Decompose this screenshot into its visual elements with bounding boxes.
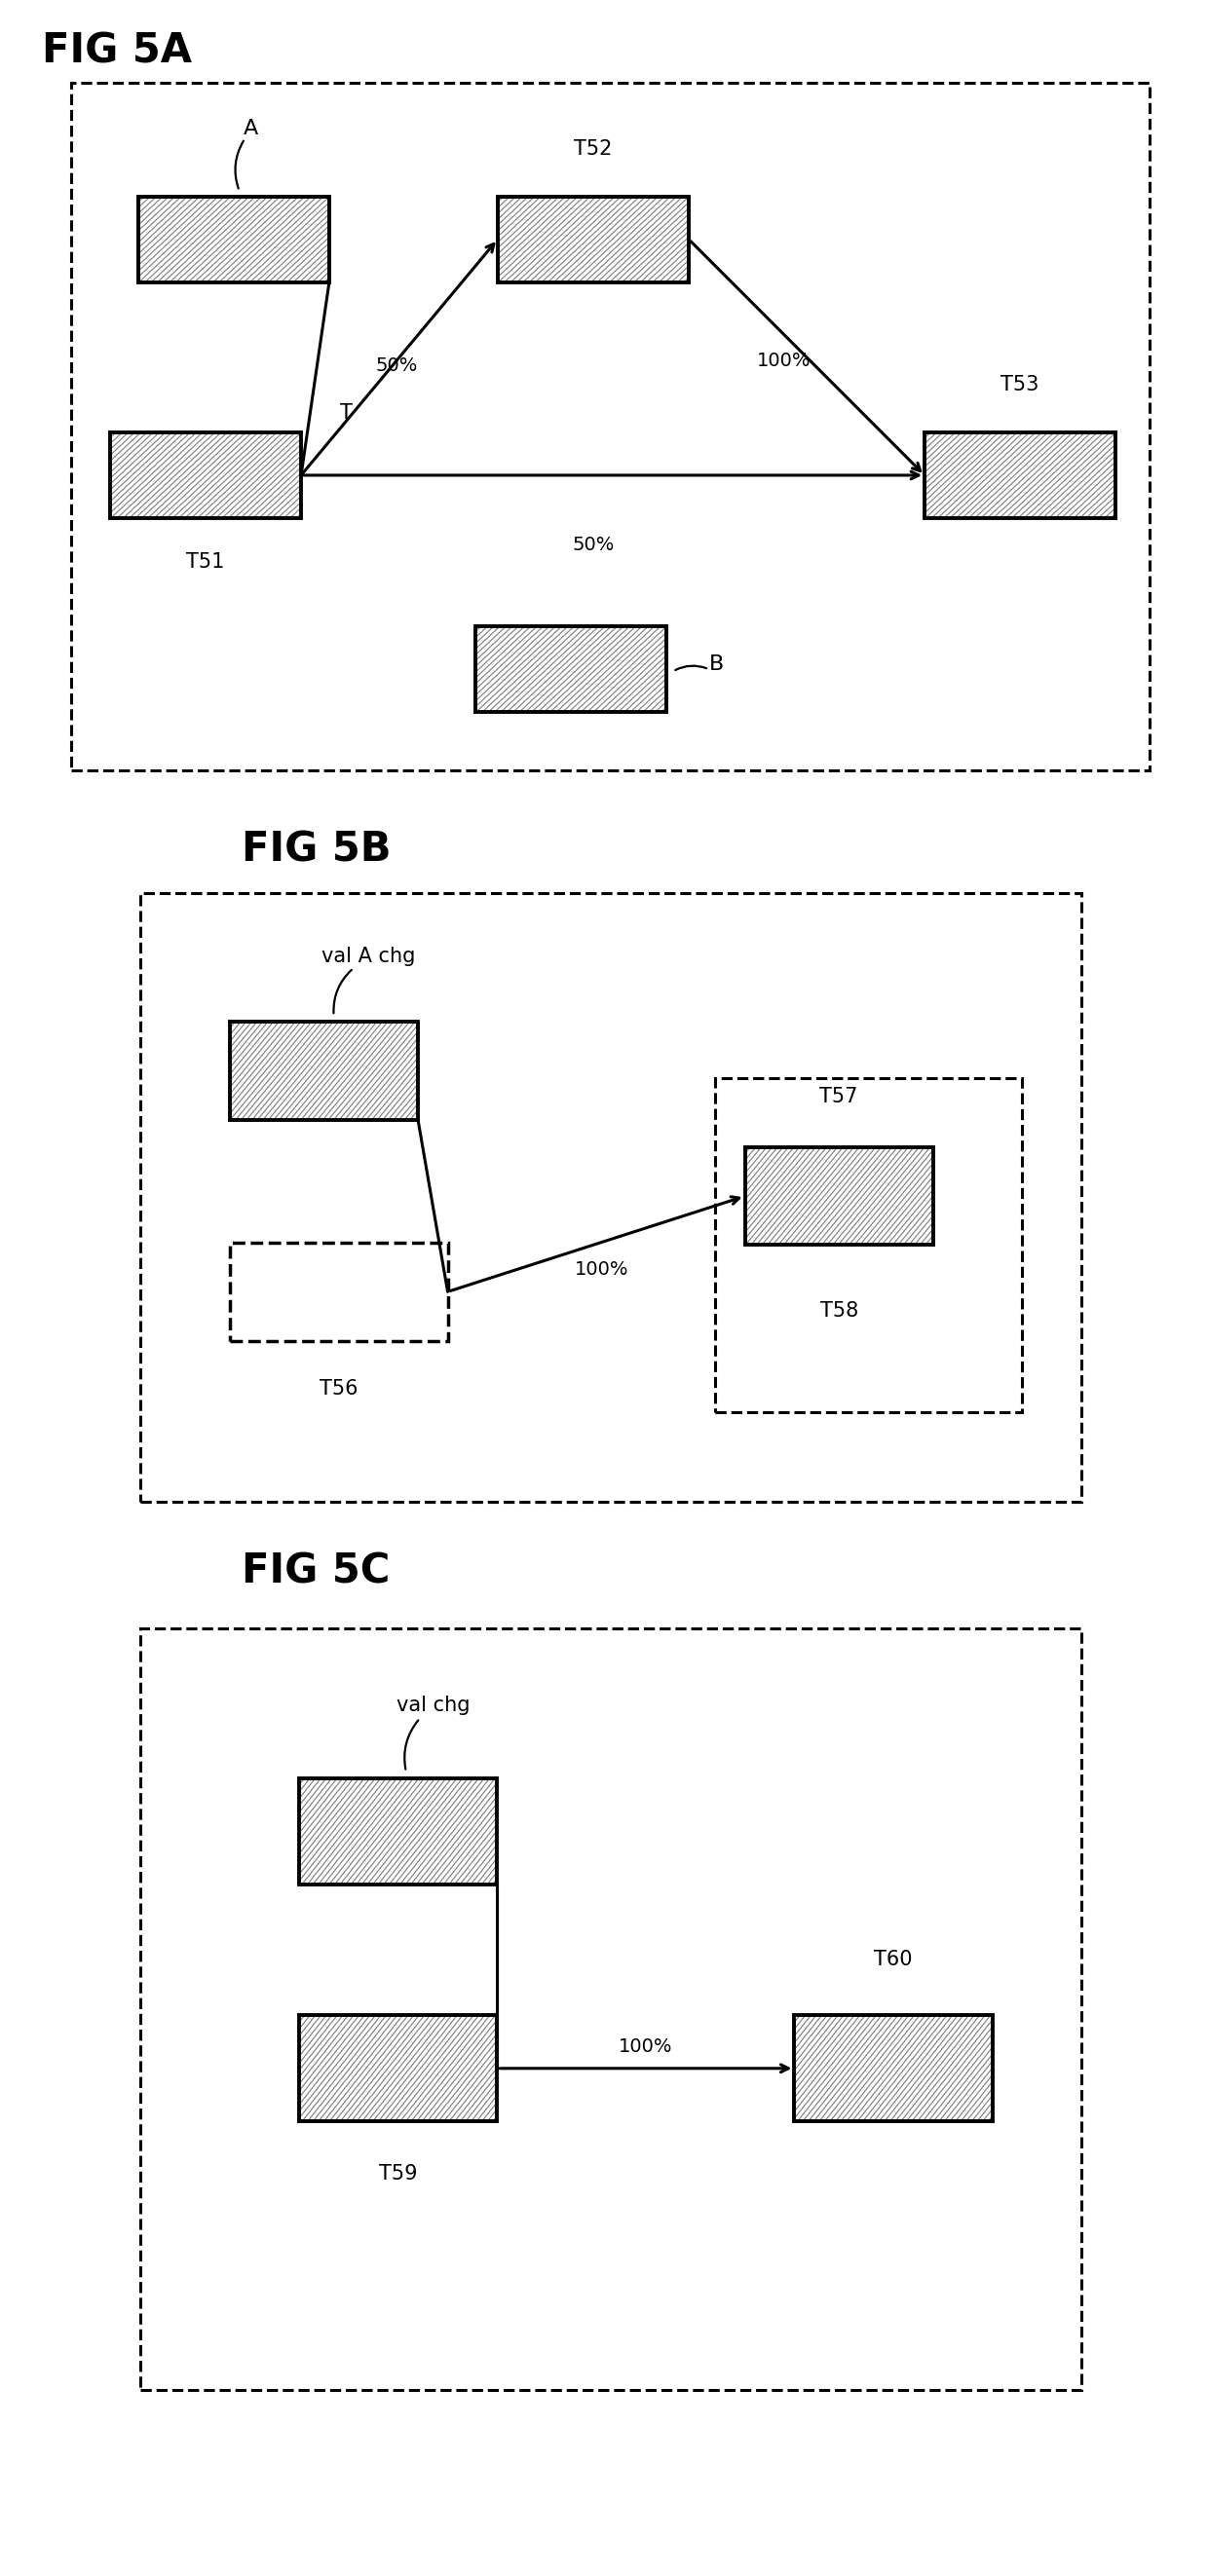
Bar	[924, 433, 1116, 518]
Bar	[300, 2014, 498, 2123]
Bar	[300, 1777, 498, 1883]
Text: T58: T58	[820, 1301, 858, 1321]
Bar	[110, 433, 301, 518]
Text: T52: T52	[574, 139, 612, 160]
Text: T: T	[339, 404, 353, 422]
Bar	[745, 1146, 933, 1244]
Bar	[795, 2014, 993, 2123]
Bar	[715, 1077, 1022, 1412]
Bar	[300, 1777, 498, 1883]
Bar	[230, 1023, 418, 1121]
Bar	[138, 196, 330, 283]
Bar	[924, 433, 1116, 518]
Text: T53: T53	[1001, 376, 1039, 394]
Text: A: A	[243, 118, 259, 139]
Bar	[300, 2014, 498, 2123]
Bar	[795, 2014, 993, 2123]
Bar	[498, 196, 689, 283]
Bar	[498, 196, 689, 283]
Text: T60: T60	[875, 1950, 913, 1968]
Bar	[475, 626, 667, 714]
Text: T56: T56	[319, 1378, 358, 1399]
Text: val A chg: val A chg	[321, 945, 416, 966]
Text: 100%: 100%	[574, 1260, 628, 1278]
Bar	[745, 1146, 933, 1244]
Text: T57: T57	[820, 1087, 858, 1108]
Text: val chg: val chg	[396, 1695, 470, 1716]
Bar	[138, 196, 330, 283]
Text: 50%: 50%	[376, 358, 418, 376]
Bar	[110, 433, 301, 518]
Text: FIG 5B: FIG 5B	[242, 829, 391, 871]
Bar	[230, 1242, 448, 1340]
Text: 100%: 100%	[757, 353, 812, 371]
Text: FIG 5C: FIG 5C	[242, 1551, 390, 1592]
Bar	[230, 1023, 418, 1121]
Text: T51: T51	[186, 551, 225, 572]
Bar	[475, 626, 667, 714]
Text: 100%: 100%	[618, 2038, 673, 2056]
Text: FIG 5A: FIG 5A	[42, 31, 192, 72]
Text: 50%: 50%	[573, 536, 615, 554]
Text: B: B	[709, 654, 724, 675]
Text: T59: T59	[379, 2164, 418, 2184]
